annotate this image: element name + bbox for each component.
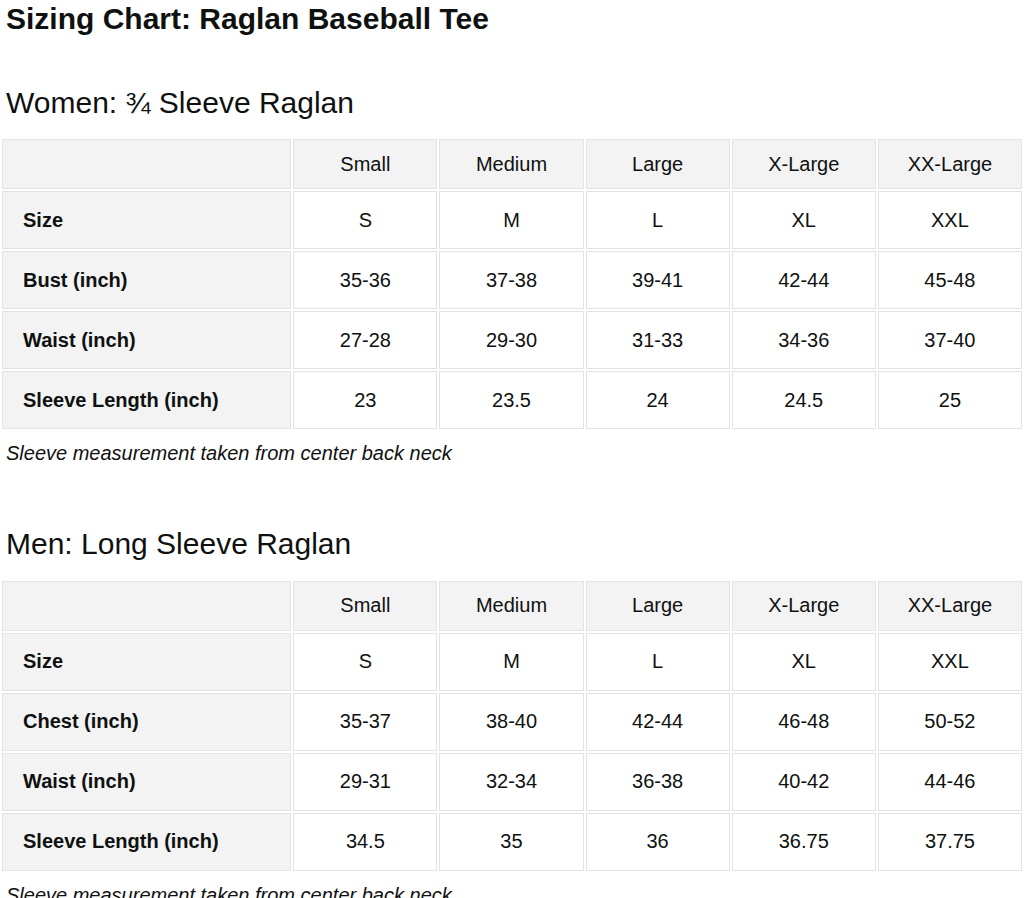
table-row: Bust (inch) 35-36 37-38 39-41 42-44 45-4… — [2, 251, 1022, 309]
table-cell: 24.5 — [732, 371, 876, 429]
table-cell: 37.75 — [878, 813, 1022, 871]
women-sizing-table: Small Medium Large X-Large XX-Large Size… — [0, 137, 1024, 431]
table-cell: S — [293, 633, 437, 691]
table-cell: 39-41 — [586, 251, 730, 309]
table-cell: 45-48 — [878, 251, 1022, 309]
men-header-row: Small Medium Large X-Large XX-Large — [2, 581, 1022, 631]
men-column-header-medium: Medium — [439, 581, 583, 631]
table-cell: 37-40 — [878, 311, 1022, 369]
women-sleeve-measurement-note: Sleeve measurement taken from center bac… — [6, 442, 1024, 465]
table-cell: 35-36 — [293, 251, 437, 309]
table-cell: 40-42 — [732, 753, 876, 811]
men-column-header-xxlarge: XX-Large — [878, 581, 1022, 631]
table-cell: 34-36 — [732, 311, 876, 369]
women-row-label-bust: Bust (inch) — [2, 251, 291, 309]
men-row-label-waist: Waist (inch) — [2, 753, 291, 811]
page-title: Sizing Chart: Raglan Baseball Tee — [6, 2, 1024, 37]
table-cell: 34.5 — [293, 813, 437, 871]
women-section-heading: Women: ¾ Sleeve Raglan — [6, 86, 1024, 121]
table-cell: M — [439, 633, 583, 691]
table-cell: 23.5 — [439, 371, 583, 429]
table-cell: 25 — [878, 371, 1022, 429]
table-cell: 42-44 — [732, 251, 876, 309]
table-row: Chest (inch) 35-37 38-40 42-44 46-48 50-… — [2, 693, 1022, 751]
women-column-header-large: Large — [586, 139, 730, 189]
men-sizing-table: Small Medium Large X-Large XX-Large Size… — [0, 579, 1024, 873]
table-cell: 23 — [293, 371, 437, 429]
women-column-header-medium: Medium — [439, 139, 583, 189]
table-cell: 36 — [586, 813, 730, 871]
women-section: Women: ¾ Sleeve Raglan Small Medium Larg… — [0, 86, 1024, 466]
table-cell: M — [439, 191, 583, 249]
table-cell: 36.75 — [732, 813, 876, 871]
table-cell: XXL — [878, 633, 1022, 691]
table-cell: 46-48 — [732, 693, 876, 751]
women-column-header-small: Small — [293, 139, 437, 189]
table-cell: 35-37 — [293, 693, 437, 751]
table-cell: 29-30 — [439, 311, 583, 369]
table-cell: 35 — [439, 813, 583, 871]
women-row-label-size: Size — [2, 191, 291, 249]
women-column-header-xlarge: X-Large — [732, 139, 876, 189]
table-cell: 37-38 — [439, 251, 583, 309]
sizing-chart-page: Sizing Chart: Raglan Baseball Tee Women:… — [0, 2, 1024, 898]
table-cell: XL — [732, 633, 876, 691]
women-row-label-waist: Waist (inch) — [2, 311, 291, 369]
table-cell: 42-44 — [586, 693, 730, 751]
table-row: Size S M L XL XXL — [2, 191, 1022, 249]
table-cell: 31-33 — [586, 311, 730, 369]
table-cell: 27-28 — [293, 311, 437, 369]
men-row-label-size: Size — [2, 633, 291, 691]
table-cell: XXL — [878, 191, 1022, 249]
table-row: Sleeve Length (inch) 34.5 35 36 36.75 37… — [2, 813, 1022, 871]
women-row-label-sleeve-length: Sleeve Length (inch) — [2, 371, 291, 429]
men-row-label-chest: Chest (inch) — [2, 693, 291, 751]
men-corner-cell — [2, 581, 291, 631]
women-header-row: Small Medium Large X-Large XX-Large — [2, 139, 1022, 189]
women-column-header-xxlarge: XX-Large — [878, 139, 1022, 189]
table-cell: S — [293, 191, 437, 249]
table-cell: 38-40 — [439, 693, 583, 751]
men-column-header-xlarge: X-Large — [732, 581, 876, 631]
table-cell: 50-52 — [878, 693, 1022, 751]
table-cell: L — [586, 191, 730, 249]
men-section: Men: Long Sleeve Raglan Small Medium Lar… — [0, 527, 1024, 898]
table-cell: 32-34 — [439, 753, 583, 811]
table-cell: L — [586, 633, 730, 691]
table-cell: XL — [732, 191, 876, 249]
men-sleeve-measurement-note: Sleeve measurement taken from center bac… — [6, 884, 1024, 898]
table-row: Sleeve Length (inch) 23 23.5 24 24.5 25 — [2, 371, 1022, 429]
table-row: Size S M L XL XXL — [2, 633, 1022, 691]
table-row: Waist (inch) 27-28 29-30 31-33 34-36 37-… — [2, 311, 1022, 369]
men-row-label-sleeve-length: Sleeve Length (inch) — [2, 813, 291, 871]
table-row: Waist (inch) 29-31 32-34 36-38 40-42 44-… — [2, 753, 1022, 811]
men-section-heading: Men: Long Sleeve Raglan — [6, 527, 1024, 562]
men-column-header-large: Large — [586, 581, 730, 631]
table-cell: 29-31 — [293, 753, 437, 811]
men-column-header-small: Small — [293, 581, 437, 631]
table-cell: 44-46 — [878, 753, 1022, 811]
table-cell: 36-38 — [586, 753, 730, 811]
table-cell: 24 — [586, 371, 730, 429]
women-corner-cell — [2, 139, 291, 189]
